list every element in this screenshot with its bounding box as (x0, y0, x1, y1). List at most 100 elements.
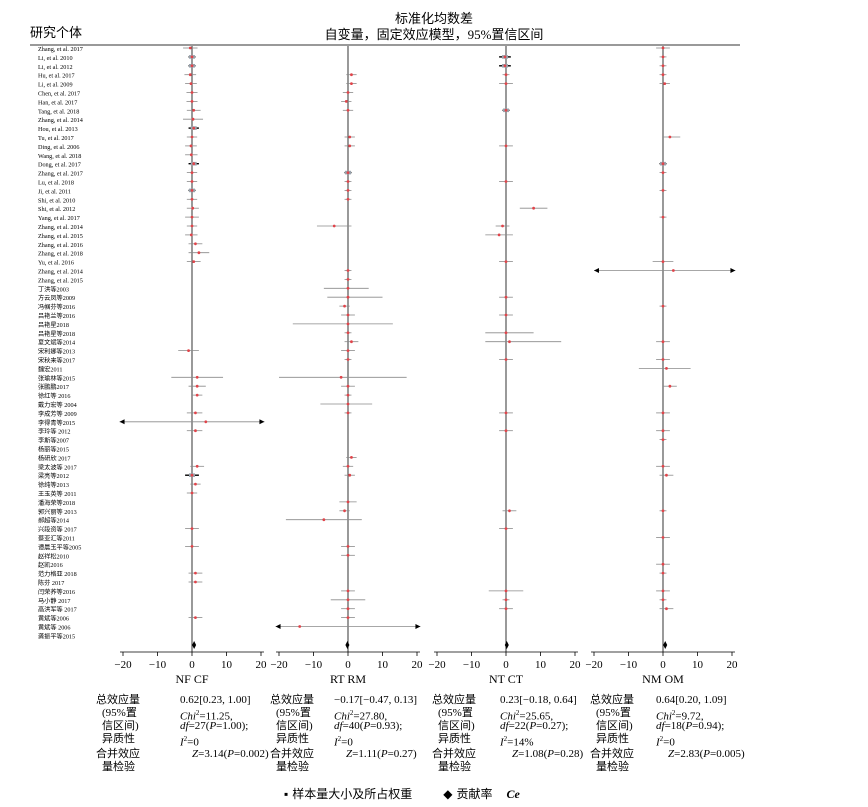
effect-point (346, 607, 350, 611)
effect-point (348, 135, 352, 139)
effect-point (190, 224, 194, 228)
study-label: Yang, et al. 2017 (38, 215, 80, 222)
study-label: 方云凤等2009 (38, 294, 75, 302)
effect-point (504, 180, 508, 183)
x-tick-label: −10 (149, 659, 167, 671)
stat-label-total: 总效应量 (96, 694, 140, 706)
effect-point (346, 171, 350, 175)
study-label: Lu, et al. 2018 (38, 180, 74, 187)
stat-label-test: 量检验 (438, 761, 471, 773)
effect-point (661, 589, 665, 593)
effect-point (661, 340, 665, 344)
study-label: 黄斌等 2006 (38, 624, 70, 632)
effect-point (346, 411, 350, 415)
study-label: Ding, et al. 2006 (38, 144, 79, 151)
effect-point (661, 215, 665, 219)
stat-label-ci: (95%置 (438, 707, 473, 719)
effect-point (194, 616, 197, 619)
effect-point (346, 286, 350, 290)
study-label: 戴力宏等 2004 (38, 401, 77, 409)
study-label: Tu, et al. 2017 (38, 135, 74, 142)
stat-label-test: 量检验 (276, 761, 309, 773)
effect-point (346, 295, 350, 299)
effect-point (661, 598, 665, 602)
effect-point (194, 411, 197, 415)
effect-point (661, 536, 665, 539)
study-column-header: 研究个体 (30, 25, 83, 40)
chart-subtitle: 自变量，固定效应模型，95%置信区间 (324, 27, 544, 42)
effect-point (346, 500, 350, 504)
effect-point (504, 108, 508, 112)
study-label: Zhang, et al. 2016 (38, 242, 83, 249)
forest-panel: −20 −10 0 10 20 NT CT (428, 45, 581, 686)
legend-weight-label: 样本量大小及所占权重 (292, 787, 413, 801)
effect-point (189, 233, 193, 237)
effect-point (339, 375, 343, 379)
study-label: 赵凯2016 (38, 561, 63, 569)
study-label: Zhang, et al. 2014 (38, 224, 83, 231)
effect-point (661, 358, 665, 361)
effect-point (346, 189, 350, 192)
effect-point (344, 100, 348, 103)
x-tick-label: 10 (377, 659, 389, 671)
effect-point (194, 482, 197, 486)
study-label: Li, et al. 2010 (38, 55, 73, 62)
study-labels: Zhang, et al. 2017 Li, et al. 2010 Li, et … (38, 46, 83, 640)
effect-point (346, 269, 350, 272)
stat-z-test: Z=3.14(P=0.002) (192, 748, 269, 760)
study-label: 潘海荣等2018 (38, 499, 75, 507)
effect-point (195, 464, 199, 468)
study-label: 高洪军等 2017 (38, 606, 77, 614)
study-label: Shi, et al. 2010 (38, 197, 75, 204)
effect-point (504, 260, 508, 263)
effect-point (190, 91, 194, 94)
effect-point (661, 260, 665, 263)
stat-z-test: Z=2.83(P=0.005) (668, 748, 745, 760)
study-label: 闫荣荞等2016 (38, 588, 75, 596)
study-label: Dong, et al. 2017 (38, 162, 81, 169)
study-label: 张鹏鹏2017 (38, 383, 69, 391)
stat-label-test: 合并效应 (270, 748, 314, 760)
study-label: Zhang, et al. 2018 (38, 251, 83, 258)
effect-point (346, 545, 350, 548)
effect-point (190, 100, 194, 103)
study-label: 王玉英等 2011 (38, 490, 76, 498)
effect-point (532, 206, 535, 210)
x-tick-label: 10 (692, 659, 704, 671)
study-label: 吕艳兰等2016 (38, 312, 75, 320)
effect-point (661, 464, 665, 468)
x-tick-label: 20 (256, 659, 268, 671)
effect-point (346, 331, 350, 335)
study-label: 宋秋来等2017 (38, 357, 75, 365)
study-label: 杨丽等2015 (38, 446, 69, 454)
x-tick-label: 20 (727, 659, 739, 671)
x-tick-label: −20 (270, 659, 288, 671)
study-label: 谭晨玉平等2005 (38, 543, 81, 551)
stat-pooled-estimate: 0.64[0.20, 1.09] (656, 694, 727, 706)
stat-chi-square: Chi2=27.80, (334, 709, 388, 723)
effect-point (504, 598, 508, 602)
effect-point (190, 527, 194, 530)
study-label: 范力格亚 2018 (38, 570, 77, 578)
effect-point (668, 135, 672, 139)
effect-point (504, 358, 508, 361)
x-tick-label: 0 (503, 659, 509, 671)
effect-point (668, 384, 672, 388)
effect-point (190, 473, 194, 477)
effect-point (190, 135, 194, 139)
study-label: 梁亮等2012 (38, 472, 69, 480)
study-label: Tang, et al. 2018 (38, 108, 79, 115)
panel-name: NM OM (642, 672, 684, 686)
study-label: 黄斌等2006 (38, 615, 69, 623)
stat-label-test: 合并效应 (432, 748, 476, 760)
stat-label-ci: (95%置 (596, 707, 631, 719)
effect-point (661, 411, 665, 415)
study-label: 陈芬 2017 (38, 579, 64, 587)
effect-point (350, 73, 353, 77)
study-label: 李玲等 2012 (38, 428, 70, 436)
study-label: Hou, et al. 2013 (38, 126, 78, 133)
effect-point (346, 91, 350, 94)
stat-chi-square: Chi2=11.25, (180, 709, 233, 723)
effect-point (671, 269, 675, 272)
effect-point (204, 420, 208, 424)
